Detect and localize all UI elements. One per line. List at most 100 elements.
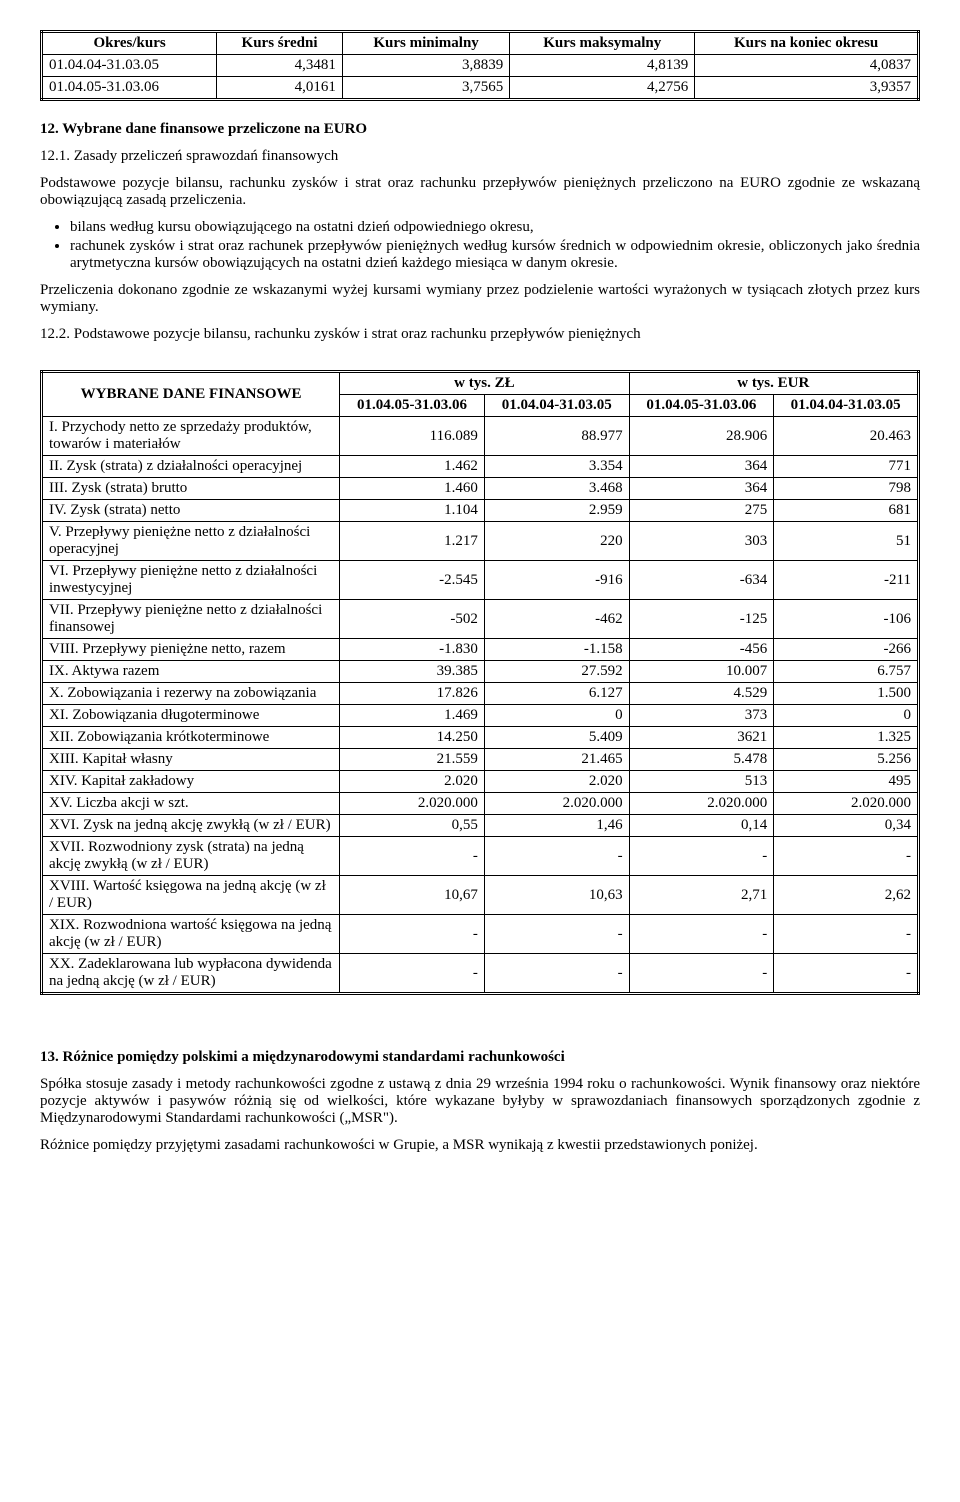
table-cell: 1.104	[340, 500, 485, 522]
table-cell: 364	[629, 478, 774, 500]
table-cell: XII. Zobowiązania krótkoterminowe	[42, 727, 340, 749]
col-header: Kurs minimalny	[342, 32, 509, 55]
table-cell: 14.250	[340, 727, 485, 749]
table-cell: 2.020.000	[340, 793, 485, 815]
table-cell: 21.465	[484, 749, 629, 771]
col-header: Kurs na koniec okresu	[695, 32, 919, 55]
table-row: 01.04.05-31.03.064,01613,75654,27563,935…	[42, 77, 919, 100]
table-row: V. Przepływy pieniężne netto z działalno…	[42, 522, 919, 561]
table-cell: -125	[629, 600, 774, 639]
table-cell: -	[774, 954, 919, 994]
table-cell: -916	[484, 561, 629, 600]
exchange-rate-table: Okres/kurs Kurs średni Kurs minimalny Ku…	[40, 30, 920, 101]
table-cell: 01.04.05-31.03.06	[42, 77, 217, 100]
table-cell: 303	[629, 522, 774, 561]
paragraph: Podstawowe pozycje bilansu, rachunku zys…	[40, 175, 920, 209]
table-row: 01.04.04-31.03.054,34813,88394,81394,083…	[42, 55, 919, 77]
table-cell: I. Przychody netto ze sprzedaży produktó…	[42, 417, 340, 456]
table-cell: XVI. Zysk na jedną akcję zwykłą (w zł / …	[42, 815, 340, 837]
table-row: XVII. Rozwodniony zysk (strata) na jedną…	[42, 837, 919, 876]
table-cell: 220	[484, 522, 629, 561]
table-row: XIII. Kapitał własny21.55921.4655.4785.2…	[42, 749, 919, 771]
table-cell: 17.826	[340, 683, 485, 705]
table-cell: 4,0161	[217, 77, 343, 100]
table-cell: VIII. Przepływy pieniężne netto, razem	[42, 639, 340, 661]
table-cell: 28.906	[629, 417, 774, 456]
table-cell: 2,62	[774, 876, 919, 915]
table-cell: 4,0837	[695, 55, 919, 77]
table-cell: 0	[774, 705, 919, 727]
table-cell: IV. Zysk (strata) netto	[42, 500, 340, 522]
col-header: Kurs średni	[217, 32, 343, 55]
table-row: XV. Liczba akcji w szt.2.020.0002.020.00…	[42, 793, 919, 815]
table-cell: 0	[484, 705, 629, 727]
table-cell: X. Zobowiązania i rezerwy na zobowiązani…	[42, 683, 340, 705]
table-cell: 275	[629, 500, 774, 522]
table-cell: 88.977	[484, 417, 629, 456]
table-cell: -1.830	[340, 639, 485, 661]
table-cell: 4,8139	[510, 55, 695, 77]
table-cell: 6.127	[484, 683, 629, 705]
table-cell: 798	[774, 478, 919, 500]
table-row: XIX. Rozwodniona wartość księgowa na jed…	[42, 915, 919, 954]
table-cell: 771	[774, 456, 919, 478]
table-cell: 3.354	[484, 456, 629, 478]
table-cell: -1.158	[484, 639, 629, 661]
table-row: VIII. Przepływy pieniężne netto, razem-1…	[42, 639, 919, 661]
col-header: 01.04.04-31.03.05	[484, 395, 629, 417]
table-cell: 39.385	[340, 661, 485, 683]
table-row: XVIII. Wartość księgowa na jedną akcję (…	[42, 876, 919, 915]
table-cell: -	[340, 915, 485, 954]
table-cell: -502	[340, 600, 485, 639]
table-cell: 6.757	[774, 661, 919, 683]
table-row: IV. Zysk (strata) netto1.1042.959275681	[42, 500, 919, 522]
table-cell: 4,2756	[510, 77, 695, 100]
list-item: rachunek zysków i strat oraz rachunek pr…	[70, 238, 920, 272]
table-cell: -	[484, 915, 629, 954]
table-cell: -634	[629, 561, 774, 600]
table-cell: 51	[774, 522, 919, 561]
table-cell: 3,8839	[342, 55, 509, 77]
table-cell: XI. Zobowiązania długoterminowe	[42, 705, 340, 727]
table-row: XI. Zobowiązania długoterminowe1.4690373…	[42, 705, 919, 727]
table-cell: -	[484, 837, 629, 876]
table-row: I. Przychody netto ze sprzedaży produktó…	[42, 417, 919, 456]
table-cell: 27.592	[484, 661, 629, 683]
table-header-row: WYBRANE DANE FINANSOWE w tys. ZŁ w tys. …	[42, 372, 919, 395]
paragraph: Przeliczenia dokonano zgodnie ze wskazan…	[40, 282, 920, 316]
table-cell: XX. Zadeklarowana lub wypłacona dywidend…	[42, 954, 340, 994]
bullet-list: bilans według kursu obowiązującego na os…	[40, 219, 920, 272]
col-header: 01.04.05-31.03.06	[629, 395, 774, 417]
table-cell: 0,14	[629, 815, 774, 837]
col-group-header: w tys. ZŁ	[340, 372, 629, 395]
col-header: 01.04.05-31.03.06	[340, 395, 485, 417]
table-header-row: Okres/kurs Kurs średni Kurs minimalny Ku…	[42, 32, 919, 55]
table-cell: 01.04.04-31.03.05	[42, 55, 217, 77]
table-cell: 20.463	[774, 417, 919, 456]
table-cell: 1.500	[774, 683, 919, 705]
table-cell: III. Zysk (strata) brutto	[42, 478, 340, 500]
table-cell: 10,67	[340, 876, 485, 915]
table-cell: XIV. Kapitał zakładowy	[42, 771, 340, 793]
table-cell: XVII. Rozwodniony zysk (strata) na jedną…	[42, 837, 340, 876]
table-cell: 116.089	[340, 417, 485, 456]
table-row: VII. Przepływy pieniężne netto z działal…	[42, 600, 919, 639]
table-cell: XVIII. Wartość księgowa na jedną akcję (…	[42, 876, 340, 915]
table-cell: 0,55	[340, 815, 485, 837]
table-cell: -	[629, 954, 774, 994]
table-cell: 1.460	[340, 478, 485, 500]
table-row: XIV. Kapitał zakładowy2.0202.020513495	[42, 771, 919, 793]
table-cell: -	[340, 954, 485, 994]
section-12-2-title: 12.2. Podstawowe pozycje bilansu, rachun…	[40, 326, 920, 343]
col-header: Kurs maksymalny	[510, 32, 695, 55]
paragraph: Różnice pomiędzy przyjętymi zasadami rac…	[40, 1137, 920, 1154]
table-cell: 1.217	[340, 522, 485, 561]
table-cell: VII. Przepływy pieniężne netto z działal…	[42, 600, 340, 639]
table-cell: -	[629, 837, 774, 876]
col-header: 01.04.04-31.03.05	[774, 395, 919, 417]
section-12-title: 12. Wybrane dane finansowe przeliczone n…	[40, 121, 920, 138]
table-cell: 513	[629, 771, 774, 793]
table-row: XII. Zobowiązania krótkoterminowe14.2505…	[42, 727, 919, 749]
table-cell: 1.462	[340, 456, 485, 478]
table-cell: 5.256	[774, 749, 919, 771]
